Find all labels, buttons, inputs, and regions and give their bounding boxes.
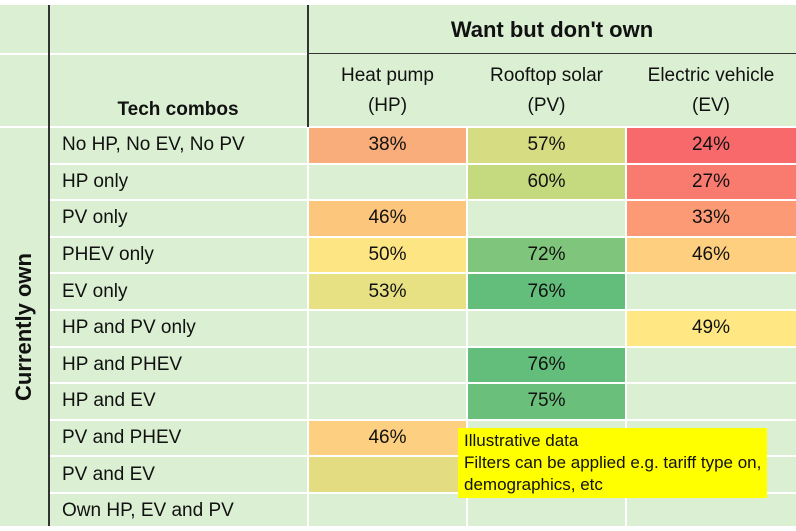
note-line: demographics, etc xyxy=(464,475,603,494)
row-label: PV only xyxy=(62,207,128,229)
row-axis-title: Currently own xyxy=(0,127,48,526)
heatmap-cell xyxy=(626,383,796,420)
heatmap-cell xyxy=(467,310,626,347)
heatmap-cell xyxy=(626,493,796,530)
heatmap-cell: 33% xyxy=(626,200,796,237)
heatmap-cell: 53% xyxy=(308,273,467,310)
row-divider xyxy=(48,309,796,311)
column-divider xyxy=(466,127,468,526)
heatmap-cell: 75% xyxy=(467,383,626,420)
heatmap-cell xyxy=(308,347,467,384)
row-divider xyxy=(48,418,796,421)
heatmap-cell: 57% xyxy=(467,127,626,164)
heatmap-cell: 38% xyxy=(308,127,467,164)
heatmap-cell: 60% xyxy=(467,163,626,201)
column-divider xyxy=(307,127,309,526)
heatmap-cell: 50% xyxy=(308,236,467,274)
row-label: PV and PHEV xyxy=(62,427,182,449)
column-header-line1: Electric vehicle xyxy=(647,64,775,86)
row-divider xyxy=(48,272,796,275)
row-divider xyxy=(48,162,796,165)
heatmap-cell: 46% xyxy=(308,419,467,457)
column-header-line2: (HP) xyxy=(367,94,408,116)
row-divider xyxy=(48,382,796,385)
heatmap-cell xyxy=(626,347,796,384)
row-divider xyxy=(48,235,796,238)
heatmap-cell: 46% xyxy=(626,236,796,274)
heatmap-cell xyxy=(308,164,467,201)
heatmap-cell xyxy=(626,273,796,310)
column-header: Heat pump (HP) xyxy=(308,54,467,127)
column-header: Rooftop solar (PV) xyxy=(467,54,626,127)
heatmap-cell: 76% xyxy=(467,346,626,384)
heatmap-cell: 27% xyxy=(626,163,796,201)
note-line: Illustrative data xyxy=(464,431,579,450)
column-header-line1: Rooftop solar xyxy=(489,64,603,86)
row-header: Tech combos xyxy=(117,99,239,120)
heatmap-cell: 49% xyxy=(626,310,796,347)
row-divider xyxy=(48,455,796,458)
heatmap-cell: 72% xyxy=(467,236,626,274)
column-header-line1: Heat pump xyxy=(341,64,434,86)
row-label: Own HP, EV and PV xyxy=(62,500,234,522)
heatmap-cell xyxy=(308,493,467,530)
column-divider xyxy=(307,5,309,127)
row-divider xyxy=(48,492,796,494)
row-divider xyxy=(48,199,796,202)
heatmap-cell: 76% xyxy=(467,273,626,310)
row-axis-title-text: Currently own xyxy=(11,252,36,401)
heatmap-cell xyxy=(467,200,626,237)
header-divider xyxy=(308,53,796,54)
row-divider xyxy=(48,126,796,128)
row-label: EV only xyxy=(62,280,128,302)
row-label: HP and PHEV xyxy=(62,353,183,375)
row-label: HP only xyxy=(62,170,129,192)
row-label: PHEV only xyxy=(62,244,154,266)
heatmap-cell: 24% xyxy=(626,127,796,164)
column-header-line2: (EV) xyxy=(692,94,730,116)
heatmap-cell xyxy=(308,383,467,420)
heatmap-cell xyxy=(308,456,467,493)
column-divider xyxy=(48,5,50,526)
row-label: HP and PV only xyxy=(62,317,196,339)
row-label: No HP, No EV, No PV xyxy=(62,134,245,156)
annotation-note: Illustrative data Filters can be applied … xyxy=(458,428,768,498)
heatmap-table: Want but don't own Tech combos Currently… xyxy=(0,5,796,531)
column-divider xyxy=(625,127,627,526)
row-divider xyxy=(48,345,796,348)
heatmap-cell xyxy=(467,493,626,530)
column-header: Electric vehicle (EV) xyxy=(626,54,796,127)
row-label: HP and EV xyxy=(62,390,156,412)
row-divider xyxy=(0,126,48,128)
group-title: Want but don't own xyxy=(450,16,654,42)
row-divider xyxy=(48,528,796,531)
heatmap-cell: 46% xyxy=(308,200,467,237)
row-label: PV and EV xyxy=(62,463,155,485)
note-line: Filters can be applied e.g. tariff type … xyxy=(464,453,762,472)
row-divider xyxy=(0,53,308,55)
heatmap-cell xyxy=(308,310,467,347)
column-header-line2: (PV) xyxy=(527,94,566,116)
